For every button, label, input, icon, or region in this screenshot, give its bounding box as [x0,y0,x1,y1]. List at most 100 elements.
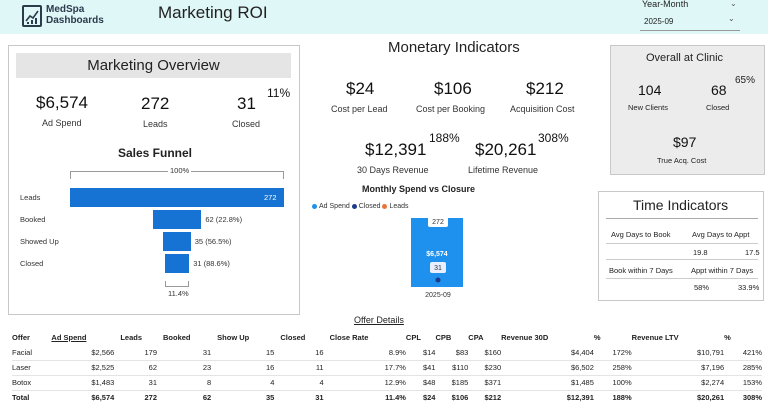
cpl-label: Cost per Lead [331,104,388,114]
table-cell: $10,791 [631,345,725,361]
column-header[interactable]: CPL [405,332,421,342]
divider [606,278,758,279]
table-cell: $48 [405,375,436,391]
funnel-stage-label: Showed Up [20,237,59,246]
legend-dot [351,203,357,209]
logo-line1: MedSpa [46,4,85,15]
table-cell: $106 [435,390,469,403]
legend-item-leads[interactable]: Leads [382,203,409,210]
logo-line2: Dashboards [46,15,104,26]
funnel-stage-label: Closed [20,259,44,268]
table-cell: 11 [280,360,330,376]
table-cell: 100% [593,375,632,391]
table-cell: $1,483 [51,375,121,391]
legend-item-ad-spend[interactable]: Ad Spend [312,203,350,210]
marketing-overview-title: Marketing Overview [16,53,291,78]
column-header[interactable]: Revenue 30D [501,332,549,342]
funnel-bar[interactable] [152,210,202,229]
divider [606,259,758,260]
table-cell: 16 [217,360,281,376]
offer-details-title: Offer Details [354,315,404,325]
closed-pct: 11% [267,86,291,100]
table-cell: 179 [120,345,163,361]
chevron-down-icon[interactable]: ⌄ [728,14,735,23]
column-header[interactable]: Leads [120,332,142,342]
funnel-bar[interactable] [163,232,191,251]
table-cell: $160 [468,345,502,361]
table-cell: 421% [724,345,762,361]
leads-label-box[interactable] [428,216,448,227]
funnel-top-pct: 100% [168,166,192,175]
table-cell: 188% [593,390,632,403]
legend-label: Leads [389,203,409,210]
closed-point[interactable] [435,277,441,283]
funnel-bar-value: 35 (56.5%) [194,237,232,246]
funnel-bar-value: 31 (88.6%) [193,259,230,268]
funnel-stage-label: Booked [20,215,46,224]
table-cell: 31 [280,390,330,403]
table-row[interactable]: Botox $1,483 31 8 4 4 12.9% $48 $185 $371 $1,485 10… [12,375,762,391]
offer-details-table: Offer Ad Spend Leads Booked Show Up Closed Clo… [12,329,762,403]
logo-icon [22,5,42,27]
chart-title: Monthly Spend vs Closure [362,184,476,194]
time-indicators-card [598,191,764,301]
table-row[interactable]: Laser $2,525 62 23 16 11 17.7% $41 $110 $230 $6,50… [12,360,762,376]
table-cell: $212 [468,390,502,403]
closed-label-box[interactable] [430,262,446,273]
table-cell: $2,274 [631,375,725,391]
table-cell: $14 [405,345,436,361]
chevron-down-icon[interactable]: ⌄ [730,0,737,8]
rev30-label: 30 Days Revenue [357,165,429,175]
column-header[interactable]: Offer [12,332,30,342]
column-header[interactable]: Revenue LTV [631,332,679,342]
appt-7-days-value: 33.9% [738,283,760,292]
column-header[interactable]: Closed [280,332,306,342]
legend-item-closed[interactable]: Closed [351,203,381,210]
column-header[interactable]: Close Rate [329,332,369,342]
avg-days-book-value: 19.8 [693,248,708,257]
table-cell: 258% [593,360,632,376]
funnel-bar[interactable] [164,254,190,273]
sales-funnel-title: Sales Funnel [117,146,193,160]
funnel-bar-value: 272 [264,193,277,202]
column-header[interactable]: Show Up [217,332,250,342]
cpb-value: $106 [434,79,472,98]
funnel-stage-label: Leads [20,193,41,202]
table-cell: 11.4% [329,390,406,403]
column-header[interactable]: % [593,332,601,342]
table-cell: $6,574 [51,390,121,403]
table-cell: 8.9% [329,345,406,361]
column-header[interactable]: % [724,332,731,342]
table-cell: 31 [120,375,163,391]
table-row[interactable]: Facial $2,566 179 31 15 16 8.9% $14 $83 $160 $4,40… [12,345,762,361]
ltv-pct: 308% [538,131,569,145]
funnel-bar-value: 62 (22.8%) [205,215,243,224]
avg-days-appt-value: 17.5 [745,248,760,257]
column-header[interactable]: CPB [435,332,452,342]
table-cell: $371 [468,375,502,391]
table-cell: 35 [217,390,281,403]
table-cell: $185 [435,375,469,391]
table-cell: 15 [217,345,281,361]
new-clients-value: 104 [638,82,662,98]
legend-label: Closed [358,203,381,210]
column-header[interactable]: CPA [468,332,484,342]
column-header[interactable]: Booked [163,332,191,342]
appt-7-days-label: Appt within 7 Days [691,266,754,275]
ad-spend-bar[interactable] [411,218,463,287]
acq-value: $212 [526,79,564,98]
table-cell: $83 [435,345,469,361]
book-7-days-label: Book within 7 Days [609,266,673,275]
table-cell: $24 [405,390,436,403]
table-total-row[interactable]: Total $6,574 272 62 35 31 11.4% $24 $106 $212 $12,… [12,390,762,403]
funnel-bar[interactable] [70,188,284,207]
table-cell: 4 [217,375,281,391]
column-header[interactable]: Ad Spend [51,332,87,342]
table-cell: $7,196 [631,360,725,376]
year-month-select[interactable]: 2025-09 [640,10,740,31]
leads-data-label: 272 [432,219,444,226]
overall-closed-pct: 65% [735,75,756,86]
cpl-value: $24 [346,79,375,98]
header-bar [0,0,768,34]
table-cell: 62 [163,390,218,403]
